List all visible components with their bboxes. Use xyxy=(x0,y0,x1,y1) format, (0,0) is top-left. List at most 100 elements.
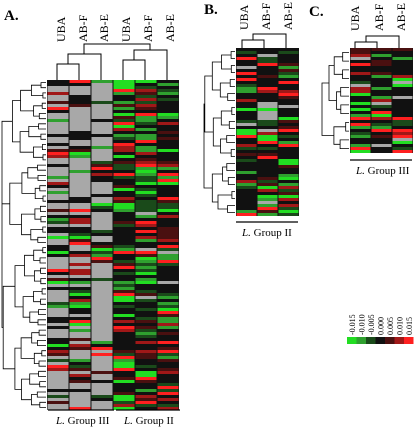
heatmap-cell xyxy=(257,186,278,189)
heatmap-cell xyxy=(47,86,69,89)
heatmap-cell xyxy=(371,105,392,108)
heatmap-cell xyxy=(69,395,91,398)
heatmap-cell xyxy=(236,210,257,213)
heatmap-cell xyxy=(157,332,179,335)
heatmap-cell xyxy=(371,111,392,114)
heatmap-cell xyxy=(371,138,392,141)
heatmap-cell xyxy=(69,209,91,212)
heatmap-cell xyxy=(113,128,135,131)
heatmap-cell xyxy=(236,183,257,186)
heatmap-cell xyxy=(113,104,135,107)
heatmap-cell xyxy=(91,380,113,383)
heatmap-cell xyxy=(257,108,278,111)
heatmap-cell xyxy=(257,126,278,129)
heatmap-cell xyxy=(91,407,113,410)
heatmap-cell xyxy=(135,266,157,269)
heatmap-cell xyxy=(157,146,179,149)
heatmap-cell xyxy=(236,99,257,102)
heatmap-cell xyxy=(69,407,91,410)
heatmap-cell xyxy=(113,89,135,92)
heatmap-cell xyxy=(135,191,157,194)
heatmap-cell xyxy=(135,173,157,176)
heatmap-cell xyxy=(113,167,135,170)
heatmap-cell xyxy=(371,66,392,69)
heatmap-cell xyxy=(157,131,179,134)
heatmap-cell xyxy=(91,104,113,107)
heatmap-cell xyxy=(392,69,413,72)
heatmap-cell xyxy=(278,177,299,180)
heatmap-cell xyxy=(69,146,91,149)
heatmap-cell xyxy=(47,311,69,314)
heatmap-cell xyxy=(91,221,113,224)
heatmap-cell xyxy=(91,302,113,305)
heatmap-cell xyxy=(91,272,113,275)
column-label: UBA xyxy=(119,16,133,42)
heatmap-cell xyxy=(350,141,371,144)
heatmap-cell xyxy=(113,350,135,353)
heatmap-cell xyxy=(157,296,179,299)
heatmap-cell xyxy=(135,83,157,86)
panel-c-heatmap xyxy=(350,48,413,153)
heatmap-cell xyxy=(69,131,91,134)
heatmap-cell xyxy=(113,140,135,143)
heatmap-cell xyxy=(278,189,299,192)
heatmap-cell xyxy=(236,51,257,54)
heatmap-cell xyxy=(69,320,91,323)
heatmap-cell xyxy=(157,248,179,251)
heatmap-cell xyxy=(257,174,278,177)
heatmap-cell xyxy=(69,200,91,203)
heatmap-cell xyxy=(157,299,179,302)
heatmap-cell xyxy=(91,305,113,308)
heatmap-cell xyxy=(157,389,179,392)
heatmap-cell xyxy=(157,341,179,344)
heatmap-cell xyxy=(257,75,278,78)
heatmap-cell xyxy=(135,170,157,173)
heatmap-cell xyxy=(69,218,91,221)
heatmap-cell xyxy=(135,227,157,230)
heatmap-cell xyxy=(257,96,278,99)
heatmap-cell xyxy=(47,134,69,137)
heatmap-cell xyxy=(371,57,392,60)
heatmap-cell xyxy=(113,407,135,410)
heatmap-cell xyxy=(113,236,135,239)
heatmap-cell xyxy=(69,386,91,389)
group-label: L. Group III xyxy=(355,165,410,177)
heatmap-cell xyxy=(91,365,113,368)
panel-b-row-dendrogram xyxy=(203,51,235,213)
heatmap-cell xyxy=(157,287,179,290)
heatmap-cell xyxy=(69,230,91,233)
heatmap-cell xyxy=(69,311,91,314)
heatmap-cell xyxy=(113,113,135,116)
heatmap-cell xyxy=(236,135,257,138)
heatmap-cell xyxy=(392,117,413,120)
heatmap-cell xyxy=(135,134,157,137)
heatmap-cell xyxy=(47,248,69,251)
heatmap-cell xyxy=(257,198,278,201)
color-scale-swatch xyxy=(385,337,395,344)
heatmap-cell xyxy=(69,173,91,176)
heatmap-cell xyxy=(278,147,299,150)
heatmap-cell xyxy=(91,257,113,260)
heatmap-cell xyxy=(91,224,113,227)
heatmap-background xyxy=(47,80,179,410)
heatmap-cell xyxy=(392,99,413,102)
heatmap-cell xyxy=(91,179,113,182)
heatmap-cell xyxy=(91,113,113,116)
heatmap-cell xyxy=(278,204,299,207)
heatmap-cell xyxy=(69,374,91,377)
dendrogram-branches xyxy=(321,52,349,149)
heatmap-cell xyxy=(47,308,69,311)
heatmap-cell xyxy=(236,69,257,72)
heatmap-cell xyxy=(69,197,91,200)
column-label: UBA xyxy=(237,4,251,30)
heatmap-cell xyxy=(91,212,113,215)
heatmap-cell xyxy=(91,377,113,380)
heatmap-cell xyxy=(47,293,69,296)
heatmap-cell xyxy=(47,137,69,140)
heatmap-cell xyxy=(47,404,69,407)
heatmap-cell xyxy=(236,174,257,177)
heatmap-cell xyxy=(47,344,69,347)
heatmap-cell xyxy=(392,114,413,117)
heatmap-cell xyxy=(91,248,113,251)
panel-a-label: A. xyxy=(4,8,19,24)
